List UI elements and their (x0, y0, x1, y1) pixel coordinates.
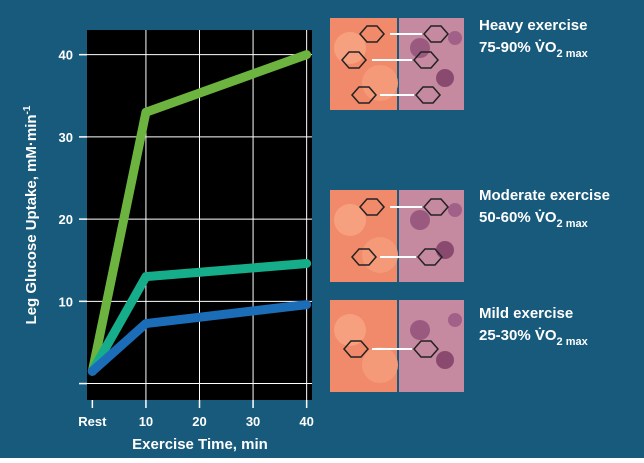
y-tick-label: 10 (59, 294, 73, 309)
legend-range-sub: 2 max (557, 336, 589, 348)
legend-label: Mild exercise (479, 305, 573, 322)
legend-range-text: 25-30% V̇O (479, 327, 557, 344)
x-tick-label: 40 (299, 414, 313, 429)
legend-label: Heavy exercise (479, 17, 587, 34)
legend-range-text: 75-90% V̇O (479, 39, 557, 56)
x-tick-label: Rest (78, 414, 107, 429)
legend-range-sub: 2 max (557, 218, 589, 230)
y-tick-label: 20 (59, 212, 73, 227)
legend-label: Moderate exercise (479, 187, 610, 204)
series-line (87, 259, 312, 376)
x-tick-label: 10 (139, 414, 153, 429)
series-line (87, 300, 312, 376)
y-axis-label-sup: -1 (22, 105, 33, 114)
y-tick-label: 30 (59, 130, 73, 145)
legend-range: 25-30% V̇O2 max (479, 327, 589, 348)
legend-range-text: 50-60% V̇O (479, 209, 557, 226)
legend-range-sub: 2 max (557, 48, 589, 60)
y-axis-label: Leg Glucose Uptake, mM·min-1 (22, 105, 40, 324)
legend-range: 75-90% V̇O2 max (479, 39, 589, 60)
y-tick-label: 40 (59, 48, 73, 63)
illustration (330, 18, 464, 392)
y-axis-label-text: Leg Glucose Uptake, mM·min (23, 114, 40, 324)
x-axis-label: Exercise Time, min (132, 436, 268, 453)
legend-range: 50-60% V̇O2 max (479, 209, 589, 230)
series-line (87, 50, 312, 376)
x-tick-label: 30 (246, 414, 260, 429)
x-tick-label: 20 (192, 414, 206, 429)
